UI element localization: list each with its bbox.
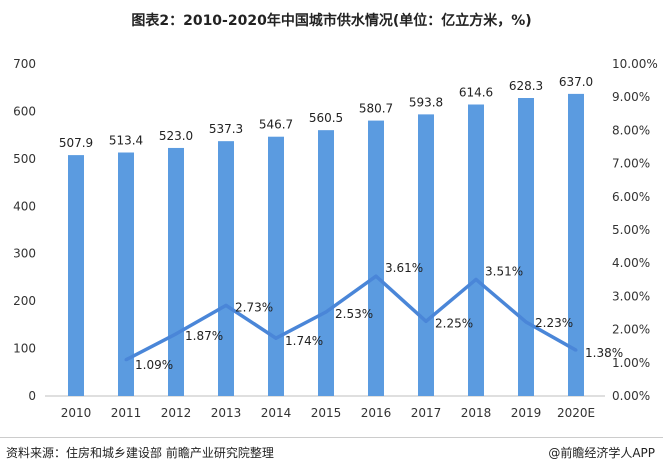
x-tick-label: 2011 [111, 406, 142, 420]
line-value-label: 1.87% [185, 329, 223, 343]
line-point [274, 336, 278, 340]
line-point [424, 319, 428, 323]
bar-value-label: 523.0 [159, 129, 193, 143]
x-tick-label: 2017 [411, 406, 442, 420]
x-tick-label: 2016 [361, 406, 392, 420]
y-left-tick-label: 500 [13, 152, 36, 166]
y-left-tick-label: 600 [13, 104, 36, 118]
bar [268, 136, 284, 396]
line-value-label: 2.23% [535, 316, 573, 330]
line-value-label: 3.51% [485, 264, 523, 278]
bar [568, 93, 584, 396]
y-right-tick-label: 10.00% [612, 57, 658, 71]
bar-value-label: 537.3 [209, 122, 243, 136]
x-tick-label: 2015 [311, 406, 342, 420]
bar [418, 114, 434, 396]
line-point [474, 277, 478, 281]
x-tick-label: 2010 [61, 406, 92, 420]
x-tick-label: 2014 [261, 406, 292, 420]
x-tick-label: 2020E [557, 406, 595, 420]
line-value-label: 2.73% [235, 300, 273, 314]
line-value-label: 2.25% [435, 316, 473, 330]
line-point [124, 358, 128, 362]
y-right-tick-label: 7.00% [612, 157, 650, 171]
y-left-tick-label: 300 [13, 247, 36, 261]
line-point [224, 303, 228, 307]
y-right-tick-label: 5.00% [612, 223, 650, 237]
line-value-label: 1.38% [585, 346, 623, 360]
line-point [574, 348, 578, 352]
y-right-tick-label: 9.00% [612, 90, 650, 104]
bar-value-label: 637.0 [559, 75, 593, 89]
bar-value-label: 507.9 [59, 136, 93, 150]
source-note: 资料来源：住房和城乡建设部 前瞻产业研究院整理 [6, 446, 274, 460]
y-right-tick-label: 2.00% [612, 323, 650, 337]
bar-value-label: 628.3 [509, 79, 543, 93]
bar-value-label: 560.5 [309, 111, 343, 125]
brand-label: @前瞻经济学人APP [548, 446, 655, 460]
bar [68, 155, 84, 396]
line-point [324, 310, 328, 314]
bar [118, 152, 134, 396]
x-tick-label: 2019 [511, 406, 542, 420]
bar-value-label: 546.7 [259, 118, 293, 132]
bar-value-label: 580.7 [359, 102, 393, 116]
y-left-tick-label: 200 [13, 294, 36, 308]
bar [368, 120, 384, 397]
chart-svg: 0 100 200 300 400 500 600 700 0.00% 1.00% 2.00% 3.0… [13, 57, 658, 420]
bar [168, 147, 184, 396]
y-left-tick-label: 100 [13, 342, 36, 356]
bar [468, 104, 484, 396]
line-point [374, 274, 378, 278]
line-value-label: 3.61% [385, 261, 423, 275]
line-value-label: 1.09% [135, 358, 173, 372]
bar-value-label: 513.4 [109, 134, 143, 148]
divider [0, 437, 663, 438]
bar-value-label: 593.8 [409, 95, 443, 109]
line-value-label: 1.74% [285, 334, 323, 348]
y-left-tick-label: 0 [28, 389, 36, 403]
y-right-tick-label: 8.00% [612, 123, 650, 137]
bar [218, 141, 234, 396]
bar-value-label: 614.6 [459, 86, 493, 100]
y-right-tick-label: 3.00% [612, 289, 650, 303]
bar [318, 130, 334, 397]
chart-title: 图表2：2010-2020年中国城市供水情况(单位：亿立方米，%) [131, 13, 532, 29]
y-right-tick-label: 4.00% [612, 256, 650, 270]
line-value-label: 2.53% [335, 307, 373, 321]
x-tick-label: 2013 [211, 406, 242, 420]
x-tick-label: 2012 [161, 406, 192, 420]
line-point [524, 320, 528, 324]
y-right-tick-label: 6.00% [612, 190, 650, 204]
bar [518, 98, 534, 396]
x-tick-label: 2018 [461, 406, 492, 420]
y-left-tick-label: 400 [13, 199, 36, 213]
growth-line [125, 274, 577, 362]
y-left-tick-label: 700 [13, 57, 36, 71]
y-right-tick-label: 1.00% [612, 356, 650, 370]
y-right-tick-label: 0.00% [612, 389, 650, 403]
line-point [174, 332, 178, 336]
